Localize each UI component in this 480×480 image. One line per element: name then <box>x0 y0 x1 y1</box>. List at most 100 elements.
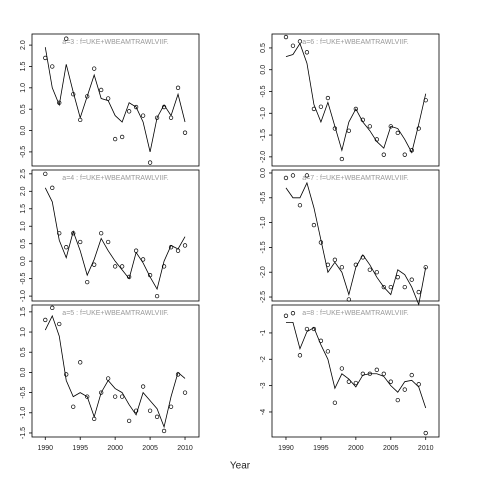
data-point <box>381 284 386 290</box>
y-tick-label: -2.0 <box>260 266 267 278</box>
data-point <box>71 404 76 409</box>
data-point <box>119 134 125 140</box>
data-point <box>395 275 400 280</box>
data-point <box>325 95 331 101</box>
data-point <box>290 173 296 178</box>
panel-title: a=4 : f=UKE+WBEAMTRAWLVIIF. <box>62 175 168 182</box>
data-point <box>85 394 90 399</box>
data-point <box>57 231 62 236</box>
fit-line <box>285 42 427 154</box>
data-point <box>402 387 407 392</box>
y-tick-label: 1.5 <box>20 307 27 317</box>
y-tick-label: 0.0 <box>260 168 267 178</box>
data-point <box>297 39 303 44</box>
data-point <box>92 262 97 267</box>
data-point <box>402 284 407 290</box>
data-point <box>283 175 289 181</box>
fit-line <box>44 187 186 291</box>
y-tick-label: 0.0 <box>20 256 27 266</box>
x-axis-label: Year <box>230 461 251 472</box>
data-point <box>346 297 352 302</box>
y-tick-label: -4 <box>260 409 267 415</box>
y-tick-label: -0.5 <box>260 85 267 97</box>
data-point <box>64 245 69 250</box>
data-point <box>140 113 146 118</box>
data-point <box>126 418 132 424</box>
data-point <box>304 50 310 55</box>
y-tick-label: 2.0 <box>20 40 27 50</box>
y-tick-label: 0.0 <box>20 126 27 136</box>
data-point <box>126 109 132 114</box>
data-point <box>106 96 111 101</box>
panel-frame <box>271 304 440 438</box>
data-point <box>339 265 345 270</box>
fit-line <box>285 321 427 409</box>
data-point <box>57 321 62 327</box>
y-tick-label: -1.0 <box>260 216 267 228</box>
panel-title: a=7 : f=UKE+WBEAMTRAWLVIIF. <box>302 175 408 182</box>
data-point <box>106 239 111 245</box>
data-point <box>154 293 160 299</box>
data-point <box>78 239 83 245</box>
data-point <box>325 349 331 354</box>
y-tick-label: -0.5 <box>20 273 27 285</box>
data-point <box>140 257 146 262</box>
data-point <box>85 94 90 99</box>
data-point <box>297 353 303 358</box>
data-point <box>416 289 421 295</box>
fit-line <box>44 314 186 429</box>
data-point <box>283 34 289 40</box>
y-tick-label: -1.0 <box>260 107 267 119</box>
data-point <box>353 106 358 112</box>
data-point <box>423 430 428 436</box>
y-tick-label: 1.0 <box>20 83 27 93</box>
data-point <box>283 313 289 318</box>
data-point <box>409 277 414 282</box>
data-point <box>43 171 48 176</box>
x-tick-label: 2005 <box>383 445 399 452</box>
data-point <box>182 243 188 248</box>
y-tick-label: 0.5 <box>20 239 27 249</box>
data-point <box>85 279 90 285</box>
x-tick-label: 2010 <box>418 445 434 452</box>
data-point <box>161 264 167 269</box>
data-point <box>182 390 188 395</box>
x-tick-label: 1995 <box>313 445 329 452</box>
data-point <box>50 64 55 69</box>
data-point <box>381 152 386 157</box>
data-point <box>311 222 317 228</box>
data-point <box>332 257 338 262</box>
data-point <box>409 372 414 378</box>
data-point <box>99 87 104 93</box>
y-tick-label: -1 <box>260 330 267 336</box>
data-point <box>318 104 324 109</box>
y-tick-label: -3 <box>260 382 267 388</box>
y-tick-label: 0.0 <box>260 65 267 75</box>
y-tick-label: -1.5 <box>20 427 27 439</box>
data-point <box>64 36 69 41</box>
panel-title: a=5 : f=UKE+WBEAMTRAWLVIIF. <box>62 310 168 317</box>
panel-frame <box>271 169 440 302</box>
data-point <box>381 371 386 376</box>
x-tick-label: 1990 <box>37 445 53 452</box>
y-tick-label: 0.5 <box>260 43 267 53</box>
x-tick-label: 1990 <box>278 445 294 452</box>
panel-frame <box>31 33 200 167</box>
data-point <box>346 128 352 133</box>
data-point <box>416 126 421 131</box>
data-point <box>367 124 372 129</box>
y-tick-label: 2.5 <box>20 169 27 179</box>
data-point <box>168 115 174 120</box>
y-tick-label: -1.5 <box>260 129 267 141</box>
y-tick-label: -1.0 <box>20 290 27 302</box>
data-point <box>402 152 407 157</box>
data-point <box>133 104 139 110</box>
data-point <box>374 270 379 275</box>
x-tick-label: 2005 <box>142 445 158 452</box>
data-point <box>388 284 393 290</box>
data-point <box>43 317 48 323</box>
data-point <box>140 384 146 389</box>
data-point <box>64 372 69 377</box>
y-tick-label: -0.5 <box>20 146 27 158</box>
x-tick-label: 2000 <box>107 445 123 452</box>
